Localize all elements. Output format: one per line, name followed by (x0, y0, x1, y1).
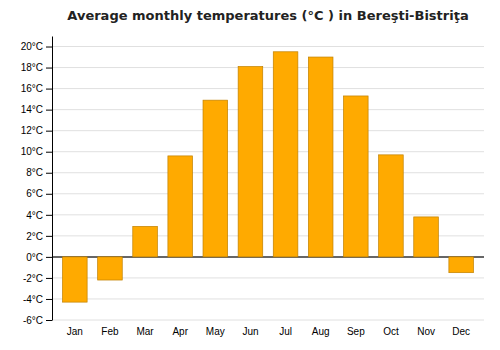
y-tick: 16°C (21, 83, 52, 94)
x-tick-label: Feb (101, 326, 119, 337)
y-tick-label: 8°C (26, 167, 43, 178)
bar (273, 52, 298, 257)
x-tick: Sep (347, 320, 365, 337)
bar (449, 257, 474, 273)
bar (308, 57, 333, 257)
y-tick-label: 2°C (26, 231, 43, 242)
bar (344, 96, 369, 257)
x-tick: Mar (136, 320, 154, 337)
x-axis: Jan Feb Mar Apr May Jun Jul Aug Sep Oct Nov Dec (67, 320, 470, 337)
y-tick-label: 0°C (26, 252, 43, 263)
x-tick-label: Aug (312, 326, 330, 337)
y-tick-mark (46, 47, 52, 48)
y-tick-label: 12°C (21, 125, 43, 136)
y-tick-label: 16°C (21, 83, 43, 94)
plot-area (63, 52, 474, 302)
x-tick: Jun (242, 320, 258, 337)
x-tick: Aug (312, 320, 330, 337)
y-tick: 12°C (21, 125, 52, 136)
y-tick-label: 6°C (26, 188, 43, 199)
y-tick: 6°C (26, 188, 52, 199)
y-tick: -4°C (23, 294, 52, 305)
bar (133, 226, 158, 257)
y-tick-mark (46, 194, 52, 195)
y-tick-label: 20°C (21, 41, 43, 52)
y-tick-label: 4°C (26, 210, 43, 221)
y-tick: 8°C (26, 167, 52, 178)
x-tick: Jul (279, 320, 292, 337)
y-tick-mark (46, 278, 52, 279)
bar (168, 156, 193, 257)
y-axis: -6°C -4°C -2°C 0°C 2°C 4°C 6°C 8°C 10°C 12°C 14°C 1… (21, 37, 53, 326)
x-tick-label: Oct (383, 326, 399, 337)
grid-line (52, 320, 484, 321)
grid-line (52, 172, 484, 173)
grid-line (52, 130, 484, 131)
bar (98, 257, 123, 280)
chart: -6°C -4°C -2°C 0°C 2°C 4°C 6°C 8°C 10°C 12°C 14°C 1… (0, 0, 500, 350)
x-tick: Jan (67, 320, 83, 337)
y-tick-mark (46, 68, 52, 69)
y-tick-mark (46, 89, 52, 90)
x-tick: Feb (101, 320, 119, 337)
x-tick-label: Jan (67, 326, 83, 337)
y-tick-mark (46, 110, 52, 111)
y-tick-label: 18°C (21, 62, 43, 73)
x-tick-label: Jul (279, 326, 292, 337)
grid-line (52, 46, 484, 47)
y-axis-line (52, 37, 53, 321)
x-tick: Dec (452, 320, 470, 337)
y-tick-mark (46, 236, 52, 237)
y-tick-mark (46, 257, 52, 258)
y-tick-label: -4°C (23, 294, 43, 305)
y-tick-mark (46, 215, 52, 216)
title: Average monthly temperatures (°C ) in Be… (67, 8, 468, 23)
y-tick-mark (46, 173, 52, 174)
y-tick-label: -6°C (23, 315, 43, 326)
grid-line (52, 193, 484, 194)
x-tick-label: Mar (136, 326, 154, 337)
grid-line (52, 67, 484, 68)
x-tick-label: Sep (347, 326, 365, 337)
y-tick-label: -2°C (23, 273, 43, 284)
y-tick: 2°C (26, 231, 52, 242)
y-tick: 10°C (21, 146, 52, 157)
y-tick: 14°C (21, 104, 52, 115)
grid (52, 47, 484, 320)
grid-line (52, 109, 484, 110)
y-tick: 18°C (21, 62, 52, 73)
y-tick: -2°C (23, 273, 52, 284)
x-tick-label: Nov (417, 326, 435, 337)
bar (203, 100, 228, 257)
y-tick: 0°C (26, 252, 52, 263)
y-tick: -6°C (23, 315, 52, 326)
grid-line (52, 151, 484, 152)
y-tick: 4°C (26, 210, 52, 221)
grid-line (52, 298, 484, 299)
x-tick-label: Dec (452, 326, 470, 337)
grid-line (52, 214, 484, 215)
y-tick-label: 14°C (21, 104, 43, 115)
y-tick: 20°C (21, 41, 52, 52)
x-tick-label: Apr (172, 326, 188, 337)
x-tick-label: May (206, 326, 225, 337)
x-tick: Oct (383, 320, 399, 337)
bar (63, 257, 88, 302)
y-tick-label: 10°C (21, 146, 43, 157)
grid-line (52, 88, 484, 89)
bar (238, 67, 263, 257)
x-tick: Nov (417, 320, 435, 337)
bar (414, 217, 439, 257)
x-tick: May (206, 320, 225, 337)
y-tick-mark (46, 131, 52, 132)
y-tick-mark (46, 320, 52, 321)
bar (379, 155, 404, 257)
x-tick-label: Jun (242, 326, 258, 337)
y-tick-mark (46, 299, 52, 300)
y-tick-mark (46, 152, 52, 153)
x-tick: Apr (172, 320, 188, 337)
